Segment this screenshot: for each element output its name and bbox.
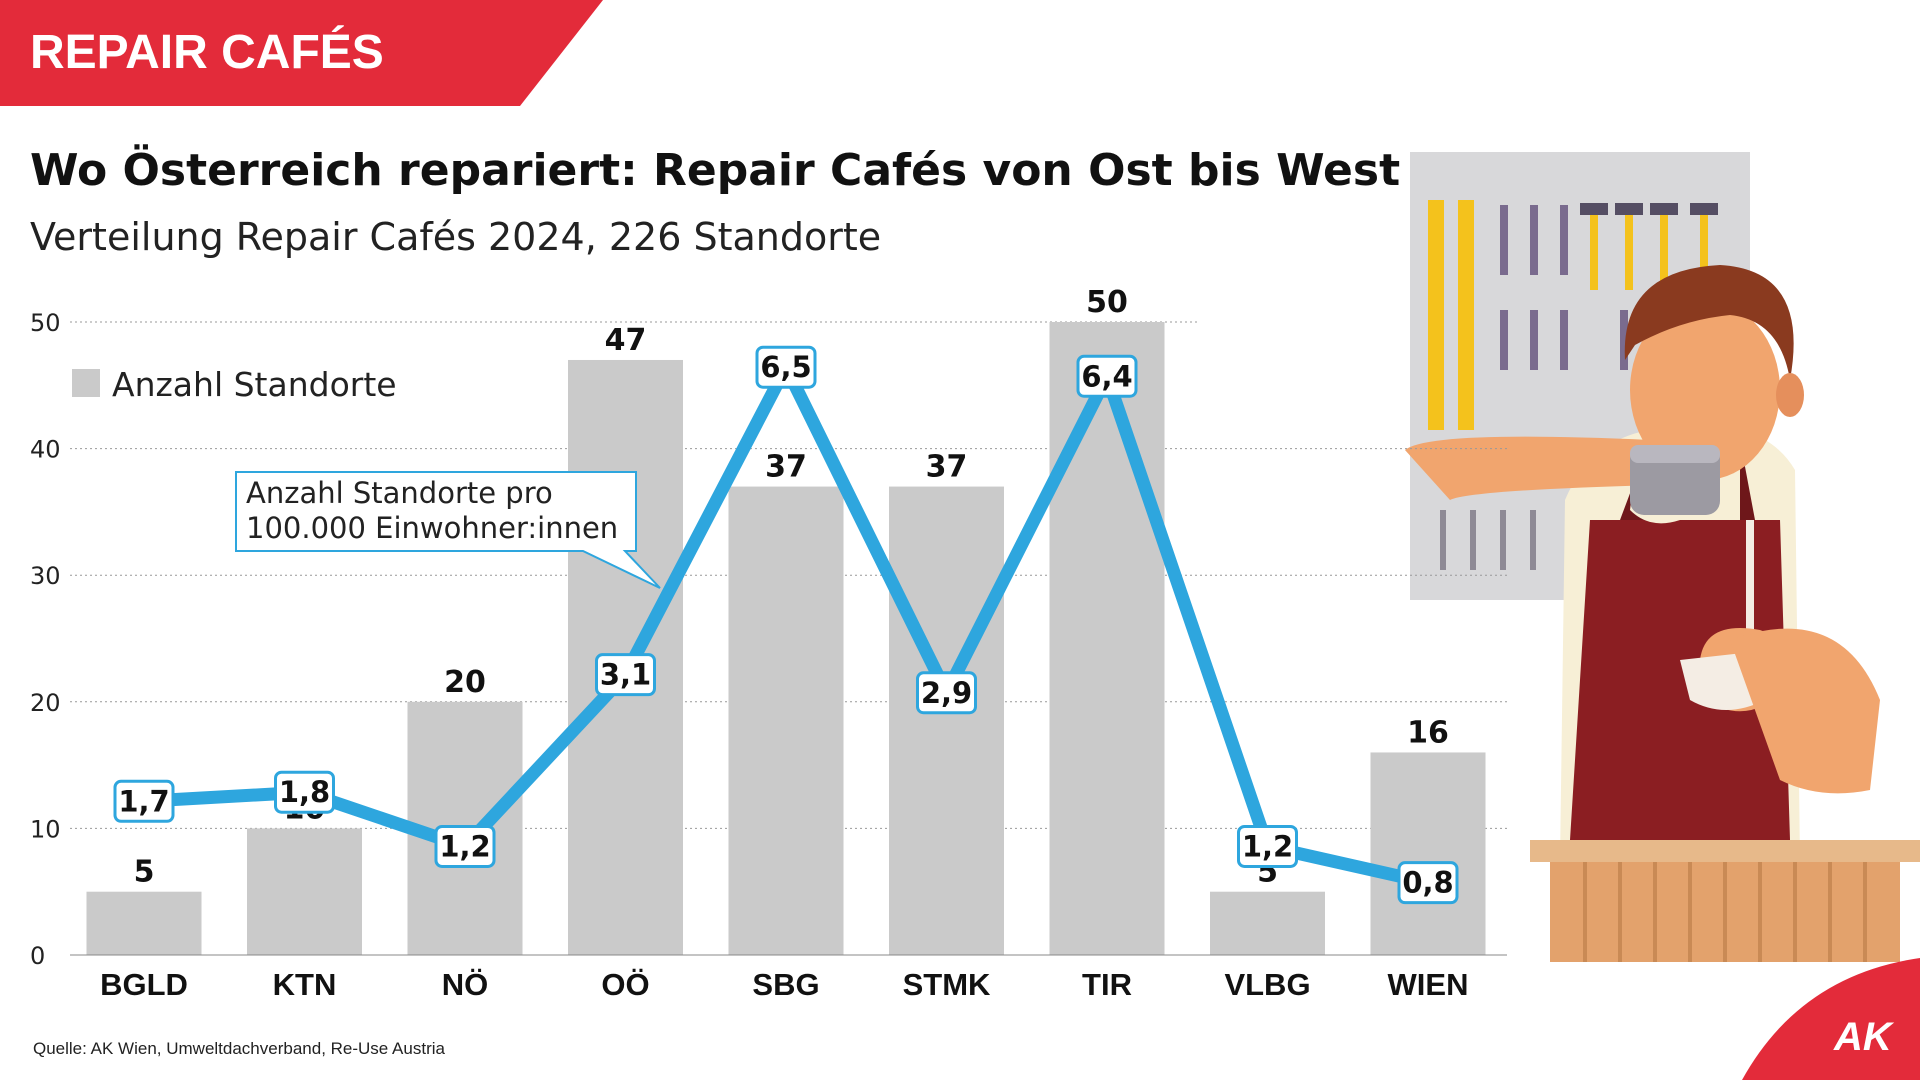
legend-bar-label: Anzahl Standorte — [112, 365, 397, 404]
bar-value-label: 5 — [134, 855, 155, 890]
line-point: 1,2 — [434, 824, 496, 868]
line-point-box — [434, 824, 496, 868]
line-point: 2,9 — [916, 671, 977, 715]
header-badge: REPAIR CAFÉS — [0, 0, 603, 106]
line-point-box — [1076, 354, 1138, 398]
bar-value-labels: 5102047373750516 — [134, 285, 1449, 890]
callout-line-2: 100.000 Einwohner:innen — [246, 511, 618, 545]
bar-value-label: 50 — [1086, 285, 1128, 320]
line-value-label: 1,7 — [118, 784, 169, 818]
bar-tir — [1049, 322, 1165, 955]
bar-value-label: 20 — [444, 665, 486, 700]
grid — [70, 321, 1507, 829]
x-tick-label: KTN — [273, 967, 337, 1002]
line-series-callout: Anzahl Standorte pro 100.000 Einwohner:i… — [235, 471, 661, 589]
line-point-box — [916, 671, 977, 715]
y-tick-label: 20 — [30, 689, 61, 717]
line-value-label: 6,5 — [760, 350, 811, 384]
ak-logo-text: AK — [1833, 1015, 1895, 1059]
line-point: 1,7 — [113, 779, 175, 823]
chart-title: Wo Österreich repariert: Repair Cafés vo… — [30, 143, 1400, 196]
line-value-label: 3,1 — [600, 658, 651, 692]
counter — [1530, 840, 1920, 962]
line-point: 6,4 — [1076, 354, 1138, 398]
legend-bar-swatch — [72, 369, 100, 397]
x-tick-label: TIR — [1082, 967, 1132, 1002]
y-axis: 0 10 20 30 40 50 — [30, 309, 61, 970]
y-tick-label: 10 — [30, 815, 61, 843]
ak-logo: AK — [1742, 958, 1920, 1080]
x-tick-label: OÖ — [601, 967, 649, 1002]
y-tick-label: 40 — [30, 436, 61, 464]
x-tick-label: SBG — [752, 967, 819, 1002]
callout-line-1: Anzahl Standorte pro — [246, 476, 553, 510]
barista-figure — [1405, 265, 1880, 860]
line-point-box — [1237, 824, 1298, 868]
y-tick-label: 50 — [30, 309, 61, 337]
bar-bgld — [86, 891, 202, 955]
line-point-box — [274, 770, 335, 814]
bar-value-label: 47 — [605, 323, 647, 358]
bar-value-label: 16 — [1407, 715, 1449, 750]
line-value-label: 1,2 — [439, 829, 490, 863]
callout-box — [235, 471, 661, 589]
bar-vlbg — [1210, 891, 1325, 955]
x-tick-label: BGLD — [100, 967, 188, 1002]
line-value-label: 1,2 — [1242, 829, 1293, 863]
header-badge-shape — [0, 0, 603, 106]
line-point: 3,1 — [595, 653, 656, 697]
x-tick-label: VLBG — [1224, 967, 1310, 1002]
header-badge-text: REPAIR CAFÉS — [30, 25, 384, 79]
line-point-box — [113, 779, 175, 823]
bar-series — [86, 322, 1486, 956]
line-point-box — [755, 345, 817, 389]
line-point: 1,2 — [1237, 824, 1298, 868]
x-tick-label: NÖ — [442, 967, 489, 1002]
bar-value-label: 37 — [926, 450, 968, 485]
legend: Anzahl Standorte — [72, 365, 397, 404]
x-tick-label: STMK — [903, 967, 991, 1002]
x-tick-label: WIEN — [1388, 967, 1469, 1002]
chart-subtitle: Verteilung Repair Cafés 2024, 226 Stando… — [30, 215, 881, 259]
line-point-box — [1397, 861, 1459, 905]
barista-illustration — [1405, 152, 1920, 962]
bar-wien — [1370, 752, 1486, 955]
bar-sbg — [728, 486, 844, 955]
y-tick-label: 30 — [30, 562, 61, 590]
line-value-label: 2,9 — [921, 676, 972, 710]
bar-ktn — [247, 828, 362, 955]
bar-stmk — [889, 486, 1004, 955]
line-point-box — [595, 653, 656, 697]
line-point: 0,8 — [1397, 861, 1459, 905]
source-note: Quelle: AK Wien, Umweltdachverband, Re-U… — [33, 1039, 446, 1058]
line-value-labels: 1,7 1,8 1,2 3,1 6,5 2,9 6,4 1,2 0,8 — [113, 345, 1459, 905]
y-tick-label: 0 — [30, 942, 45, 970]
line-point: 6,5 — [755, 345, 817, 389]
line-value-label: 0,8 — [1402, 866, 1453, 900]
line-point: 1,8 — [274, 770, 335, 814]
line-value-label: 6,4 — [1081, 359, 1132, 393]
x-axis: BGLD KTN NÖ OÖ SBG STMK TIR VLBG WIEN — [100, 967, 1468, 1002]
bar-value-label: 37 — [765, 450, 807, 485]
line-value-label: 1,8 — [279, 775, 330, 809]
ak-logo-shape — [1742, 958, 1920, 1080]
